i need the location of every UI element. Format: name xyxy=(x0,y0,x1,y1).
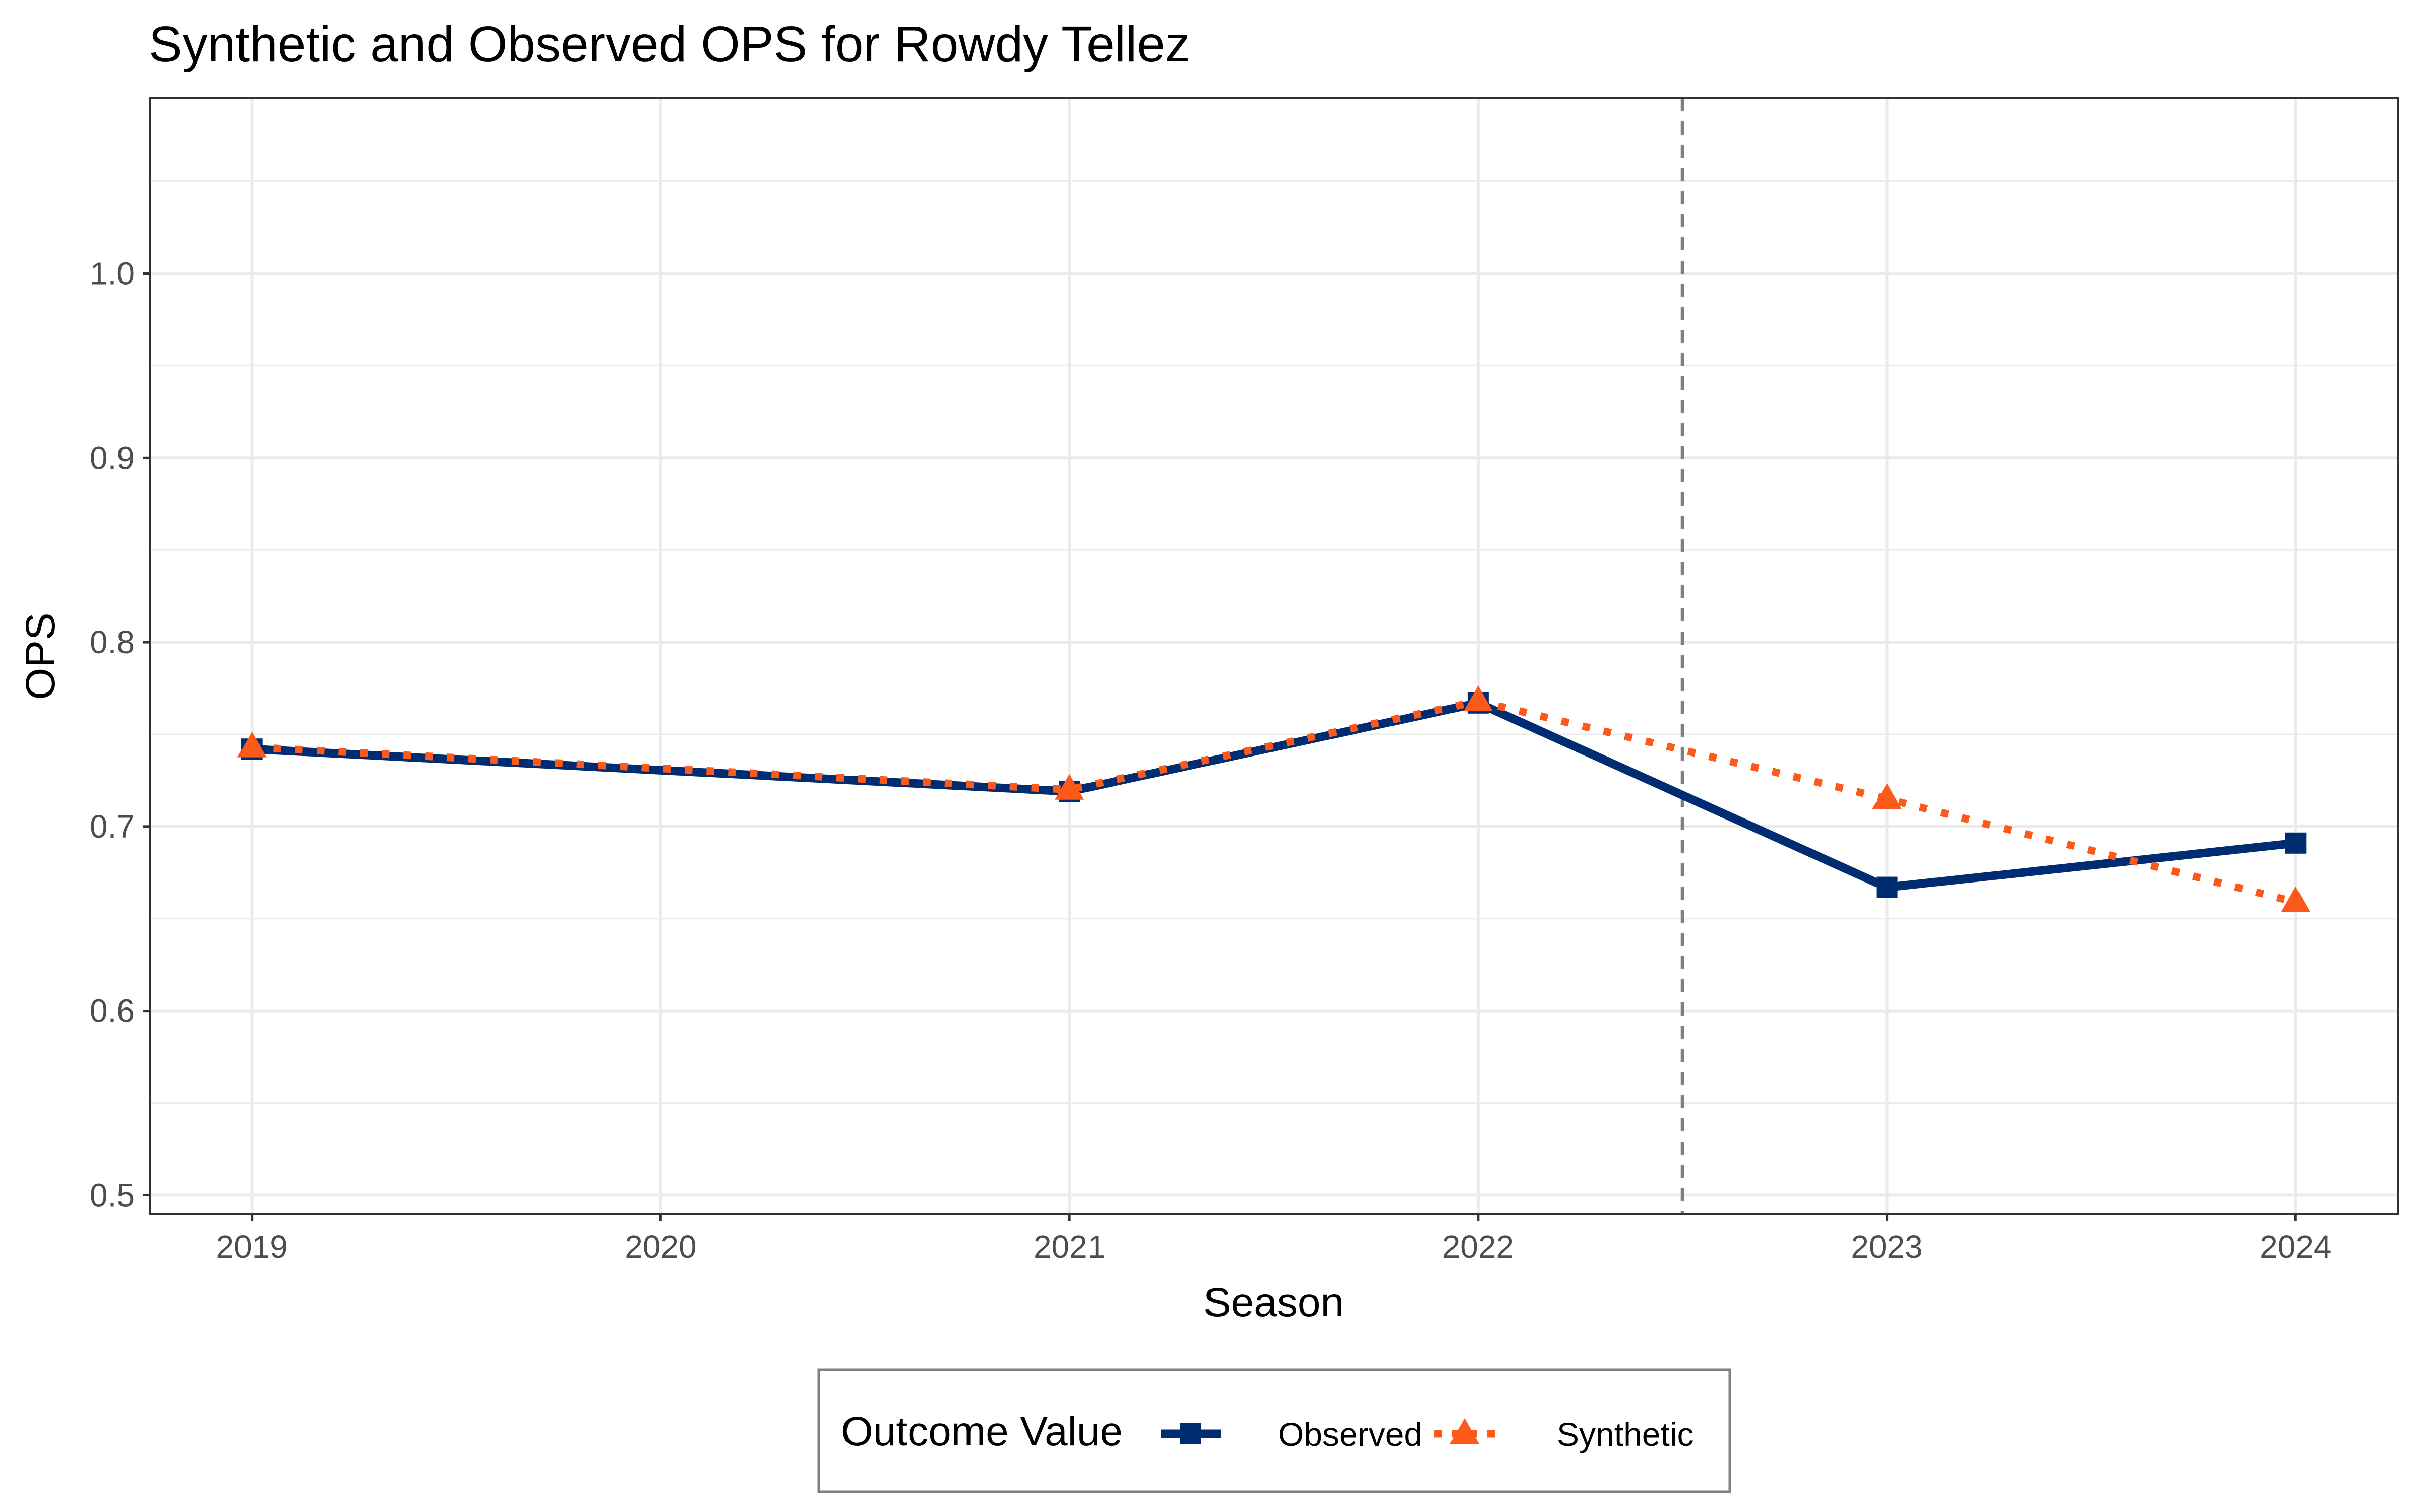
axes: 0.5 0.6 0.7 0.8 0.9 1.0 2019 2020 2021 2022 2023 20… xyxy=(90,255,2331,1265)
y-tick-label: 0.8 xyxy=(90,624,135,660)
legend-title: Outcome Value xyxy=(841,1409,1123,1455)
legend-box xyxy=(817,1368,1731,1493)
y-tick-label: 0.9 xyxy=(90,439,135,476)
legend-key-square xyxy=(1180,1423,1201,1444)
series-line-observed xyxy=(252,699,2296,892)
legend-items: Observed Synthetic xyxy=(1161,1416,1693,1453)
x-tick-label: 2024 xyxy=(2260,1229,2331,1265)
observed-point xyxy=(1876,876,1898,898)
y-tick-label: 0.7 xyxy=(90,808,135,845)
y-tick-label: 0.6 xyxy=(90,993,135,1029)
synthetic-point xyxy=(1463,685,1493,712)
series-line-synthetic xyxy=(252,697,2297,906)
synthetic-point xyxy=(1872,783,1902,809)
x-tick-label: 2019 xyxy=(216,1229,287,1265)
legend-key-triangle xyxy=(1450,1418,1479,1444)
y-axis-title: OPS xyxy=(18,612,64,700)
x-tick-label: 2020 xyxy=(625,1229,696,1265)
legend: Outcome Value Observed Synthetic xyxy=(817,1368,1731,1493)
plot-panel-border xyxy=(149,97,2399,1215)
synthetic-point xyxy=(1055,774,1084,800)
synthetic-point xyxy=(237,731,267,758)
x-tick-label: 2023 xyxy=(1851,1229,1922,1265)
y-tick-label: 1.0 xyxy=(90,255,135,291)
x-axis-title: Season xyxy=(1203,1280,1344,1326)
chart-marks xyxy=(237,98,2311,1214)
observed-point xyxy=(2285,832,2307,854)
x-tick-label: 2021 xyxy=(1034,1229,1105,1265)
y-tick-label: 0.5 xyxy=(90,1177,135,1213)
grid-lines xyxy=(150,98,2398,1214)
legend-label-observed: Observed xyxy=(1278,1416,1422,1453)
chart-title: Synthetic and Observed OPS for Rowdy Tel… xyxy=(149,16,1190,73)
legend-label-synthetic: Synthetic xyxy=(1557,1416,1693,1453)
synthetic-point xyxy=(2281,886,2311,912)
x-tick-label: 2022 xyxy=(1442,1229,1514,1265)
